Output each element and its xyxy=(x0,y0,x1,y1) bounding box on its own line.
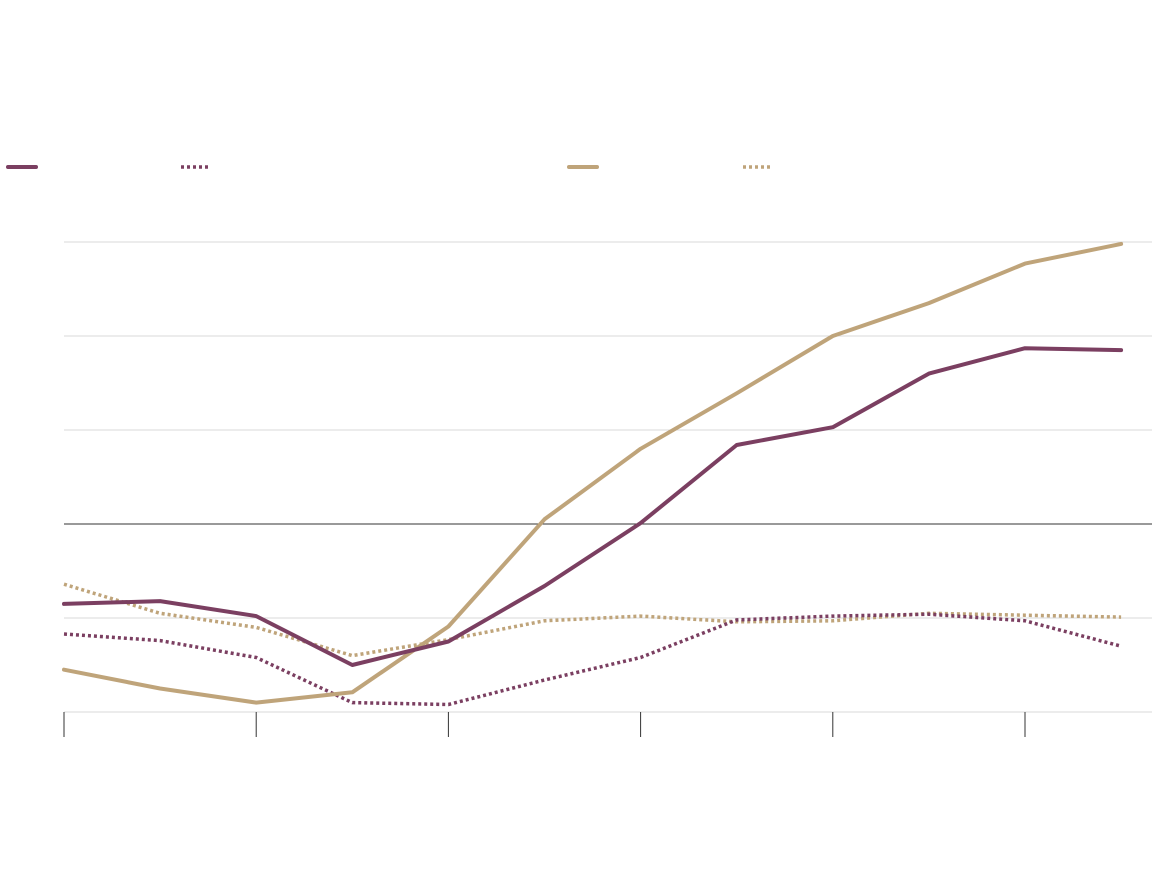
series-line-plum_dotted xyxy=(63,612,1122,707)
gridlines xyxy=(64,241,1152,713)
series-line-tan_dotted xyxy=(63,582,1122,658)
series-lines xyxy=(62,241,1124,707)
series-line-plum_solid xyxy=(62,346,1124,667)
series-line-tan_solid xyxy=(62,241,1124,705)
x-axis xyxy=(63,712,1026,737)
